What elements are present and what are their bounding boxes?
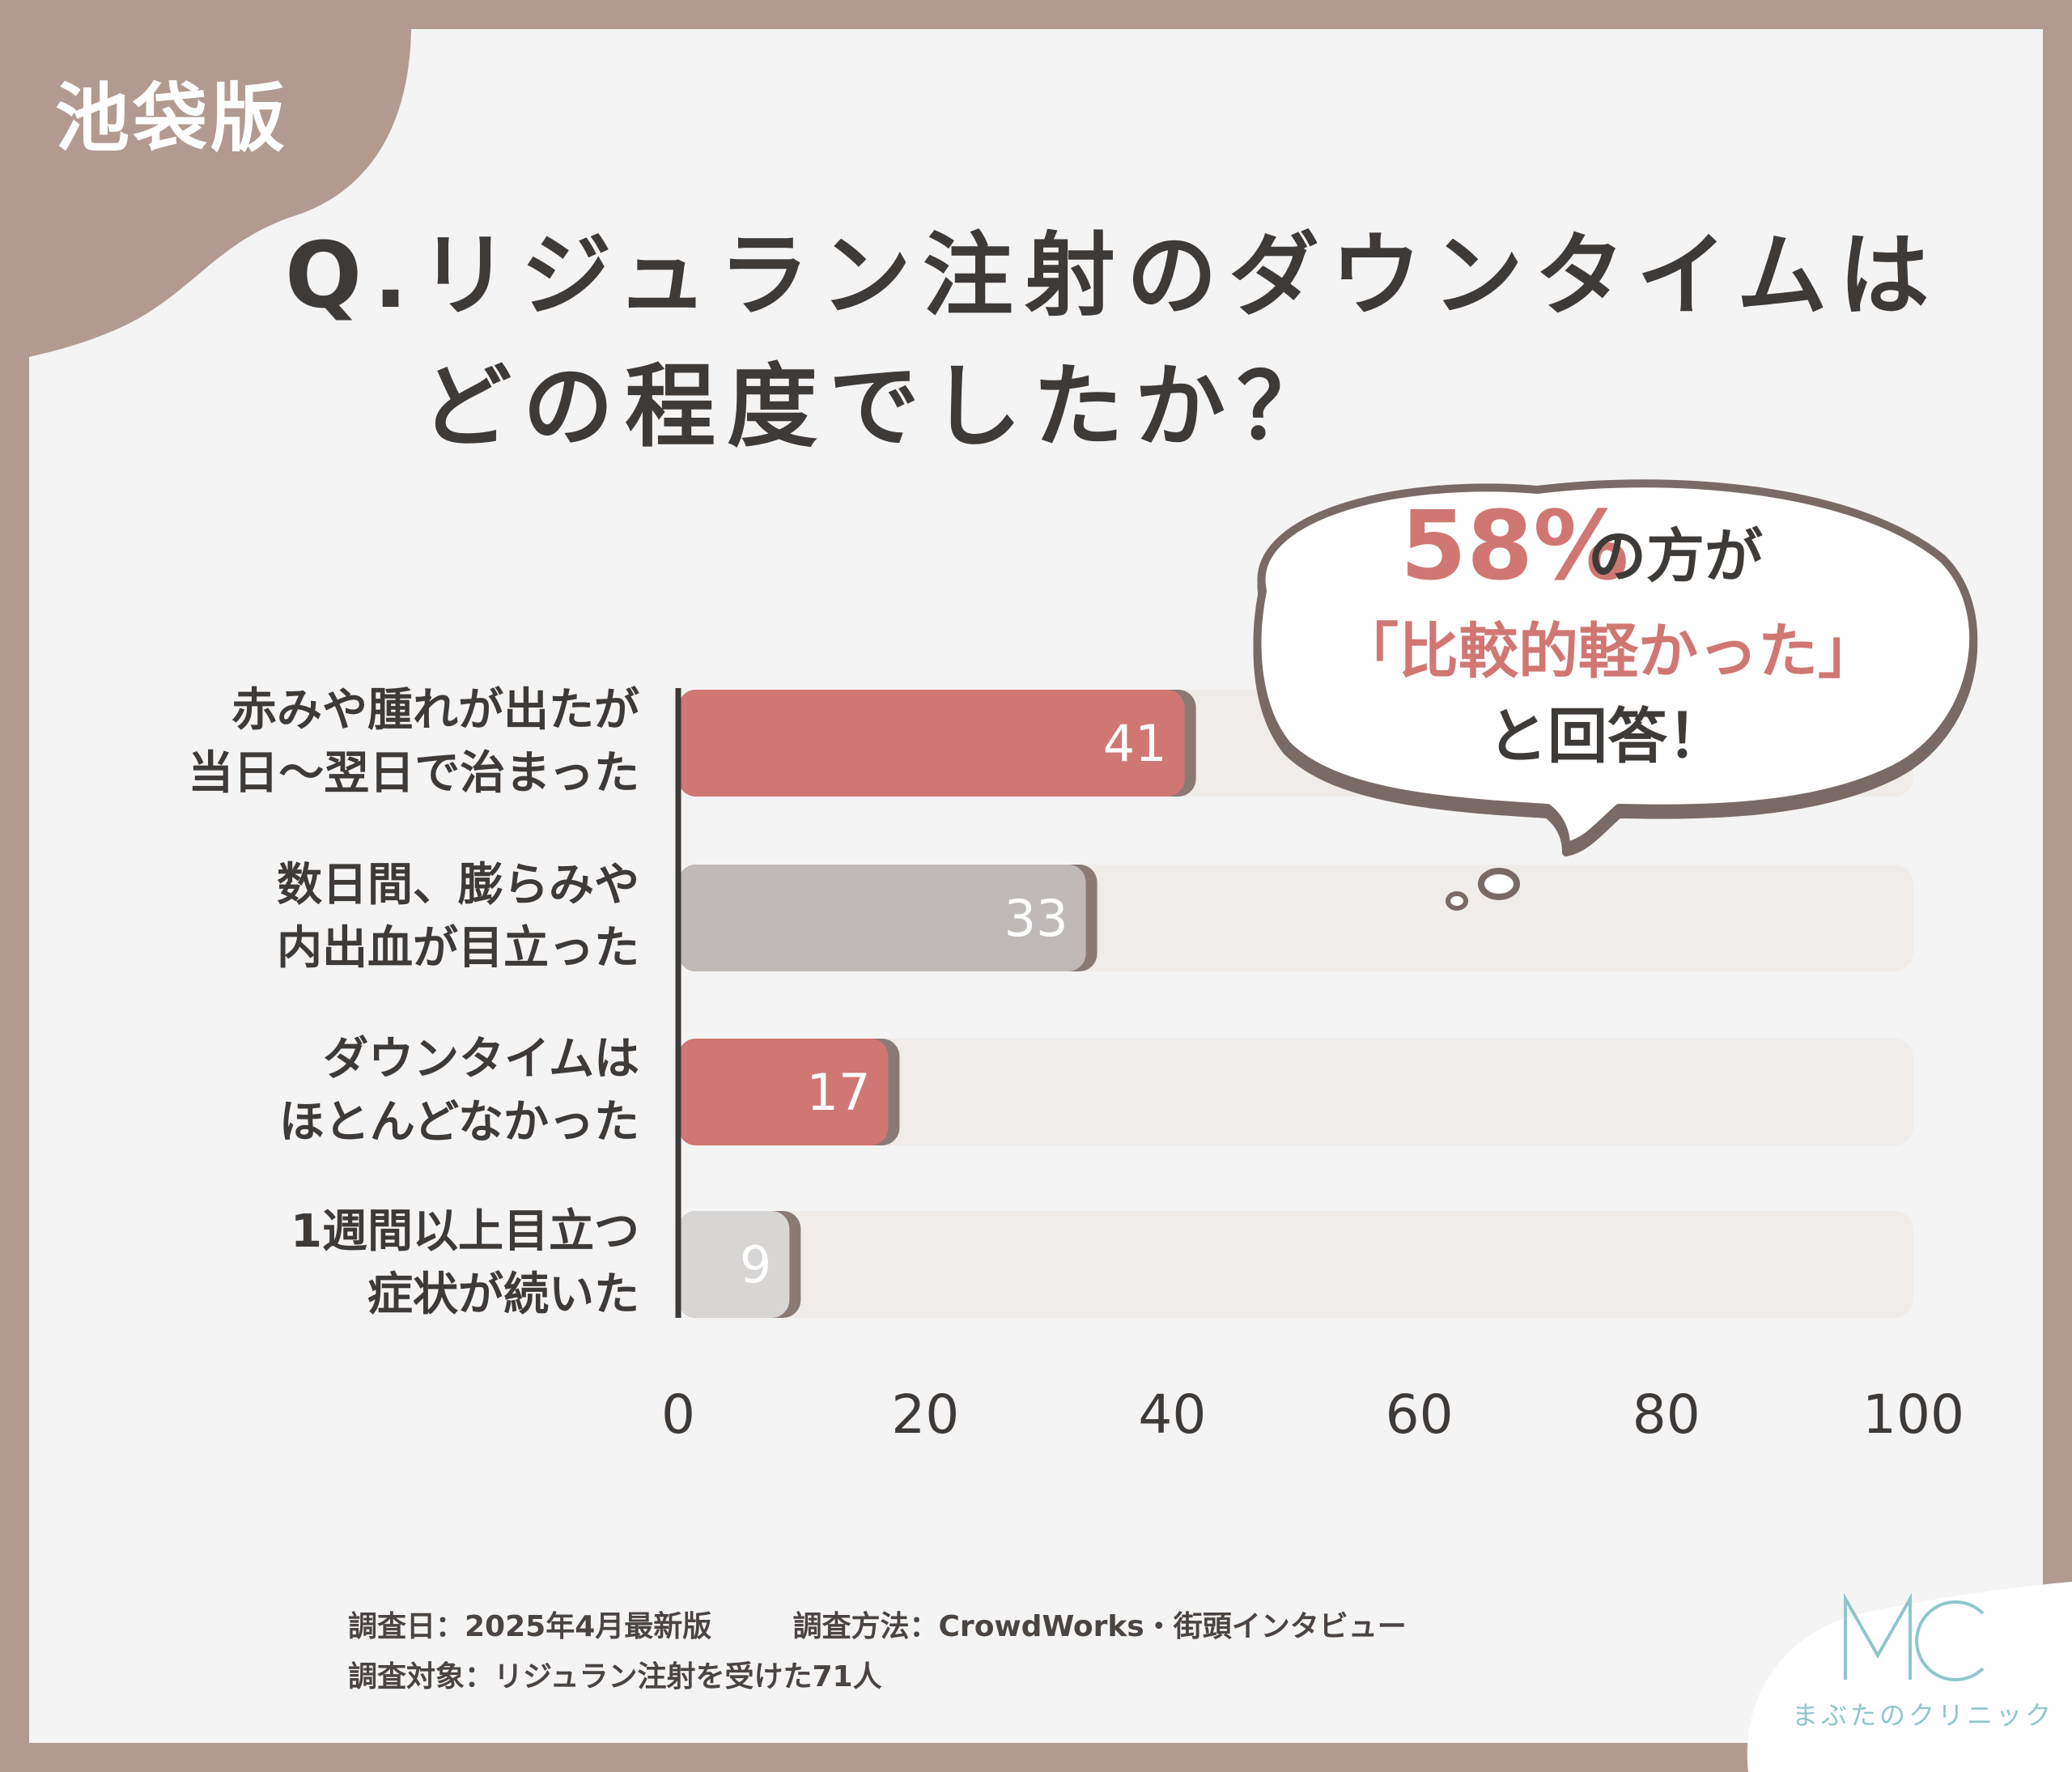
callout-line3: と回答！: [1488, 702, 1727, 771]
corner-badge-shape: [29, 29, 411, 357]
location-badge: 池袋版: [55, 75, 289, 162]
bars: 41 33 17 9: [678, 690, 1196, 1318]
category-label: 1週間以上目立つ: [291, 1205, 639, 1258]
bar-track: [678, 1211, 1913, 1318]
bar: [678, 865, 1086, 971]
x-tick-label: 0: [661, 1383, 695, 1446]
survey-date: 調査日：2025年4月最新版: [348, 1610, 712, 1643]
callout-suffix: の方が: [1588, 522, 1763, 590]
x-axis-ticks: 0 20 40 60 80 100: [661, 1383, 1964, 1446]
bar-value-label: 9: [740, 1235, 771, 1294]
bubble-dot-small: [1446, 891, 1468, 911]
clinic-logo-mark: [1844, 1592, 1985, 1681]
question-title-line1: Q.リジュラン注射のダウンタイムは: [285, 223, 1941, 329]
bubble-dot-large: [1478, 868, 1520, 900]
bar-value-label: 33: [1004, 889, 1068, 948]
survey-date-method: 調査日：2025年4月最新版 調査方法：CrowdWorks・街頭インタビュー: [348, 1603, 1407, 1645]
question-title-line2: どの程度でしたか？: [421, 355, 1339, 460]
bar: [678, 1211, 790, 1318]
category-label: 数日間、膨らみや: [277, 859, 639, 911]
x-tick-label: 40: [1138, 1383, 1206, 1446]
bar-value-label: 17: [807, 1063, 871, 1122]
category-labels: 赤みや腫れが出たが当日〜翌日で治まった数日間、膨らみや内出血が目立ったダウンタイ…: [188, 684, 639, 1321]
clinic-name: まぶたのクリニック: [1792, 1700, 2055, 1731]
category-label: 当日〜翌日で治まった: [188, 747, 639, 800]
callout-bubble: 58% の方が 「比較的軽かった」 と回答！: [1253, 479, 1978, 911]
bar-value-label: 41: [1103, 714, 1167, 773]
x-tick-label: 20: [891, 1383, 959, 1446]
survey-method: 調査方法：CrowdWorks・街頭インタビュー: [792, 1610, 1407, 1643]
bar: [678, 690, 1185, 797]
category-label: 内出血が目立った: [277, 922, 639, 975]
category-label: ダウンタイムは: [323, 1033, 639, 1086]
callout-highlight: 「比較的軽かった」: [1339, 617, 1878, 686]
x-tick-label: 60: [1386, 1383, 1454, 1446]
callout-percent: 58%: [1400, 490, 1628, 601]
category-label: 赤みや腫れが出たが: [231, 684, 639, 737]
x-tick-label: 100: [1862, 1383, 1964, 1446]
category-label: ほとんどなかった: [279, 1096, 639, 1149]
survey-target: 調査対象：リジュラン注射を受けた71人: [348, 1660, 882, 1693]
x-tick-label: 80: [1633, 1383, 1700, 1446]
category-label: 症状が続いた: [367, 1268, 639, 1321]
bar: [678, 1039, 889, 1145]
bar-track: [678, 1039, 1913, 1145]
